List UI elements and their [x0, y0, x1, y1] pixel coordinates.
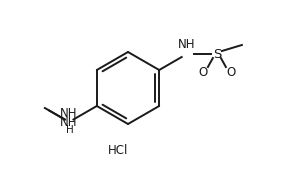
Text: NH: NH — [60, 115, 78, 128]
Text: H: H — [66, 125, 74, 135]
Text: O: O — [198, 65, 208, 78]
Text: NH: NH — [60, 107, 78, 120]
Text: O: O — [226, 65, 236, 78]
Text: NH: NH — [178, 38, 196, 51]
Text: HCl: HCl — [108, 143, 128, 156]
Text: S: S — [213, 48, 221, 61]
